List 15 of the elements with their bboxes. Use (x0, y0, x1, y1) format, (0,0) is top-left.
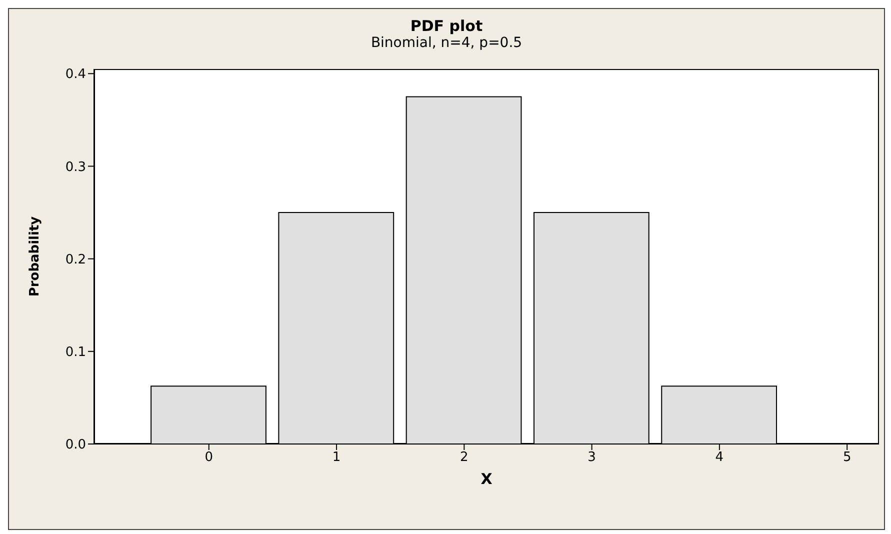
x-tick-label: 0 (204, 450, 214, 466)
x-tick-label: 4 (715, 450, 724, 466)
y-tick-label: 0.0 (65, 438, 86, 453)
x-axis-title: X (480, 470, 493, 488)
chart-title: PDF plot (409, 17, 484, 35)
y-tick-label: 0.4 (65, 67, 86, 82)
y-tick-label: 0.1 (65, 345, 86, 360)
y-tick-label: 0.2 (65, 252, 86, 268)
x-tick-label: 5 (842, 450, 852, 466)
x-tick-label: 2 (460, 450, 468, 466)
x-tick-label: 1 (332, 450, 341, 466)
x-tick-label: 3 (588, 450, 596, 466)
y-tick-label: 0.3 (65, 160, 86, 175)
chart-subtitle: Binomial, n=4, p=0.5 (370, 35, 524, 51)
y-axis-title: Probability (28, 216, 43, 297)
